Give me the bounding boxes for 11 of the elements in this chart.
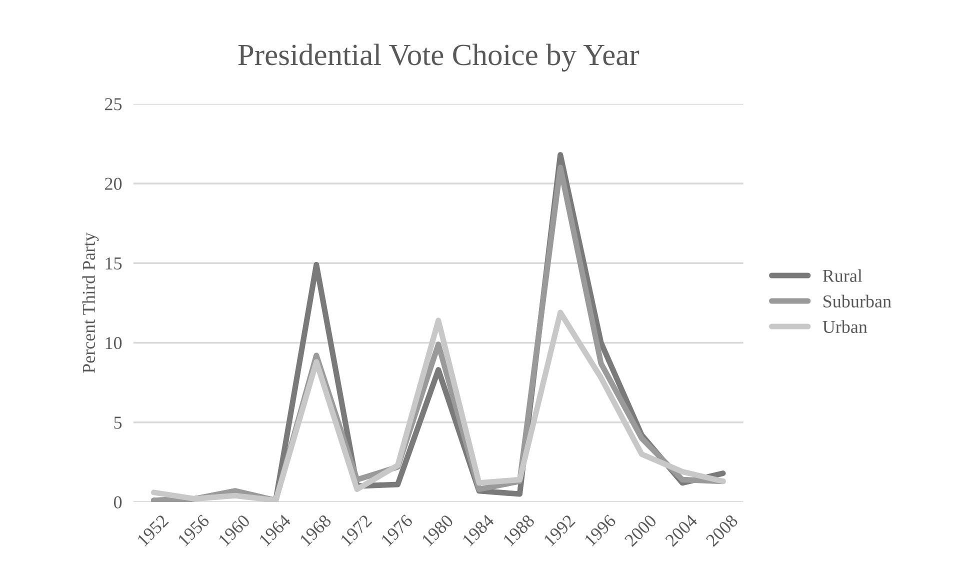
y-tick-label: 20 xyxy=(105,178,122,190)
y-tick-label: 10 xyxy=(106,336,122,350)
legend-label: Suburban xyxy=(824,294,892,308)
y-axis-title: Percent Third Party xyxy=(82,232,99,373)
legend-label: Rural xyxy=(822,269,862,282)
y-tick-label: 0 xyxy=(114,496,122,508)
y-tick-label: 5 xyxy=(114,416,122,429)
y-tick-label: 25 xyxy=(105,98,122,110)
chart-title: Presidential Vote Choice by Year xyxy=(238,44,640,72)
legend-label: Urban xyxy=(822,320,868,334)
y-tick-label: 15 xyxy=(106,257,122,270)
